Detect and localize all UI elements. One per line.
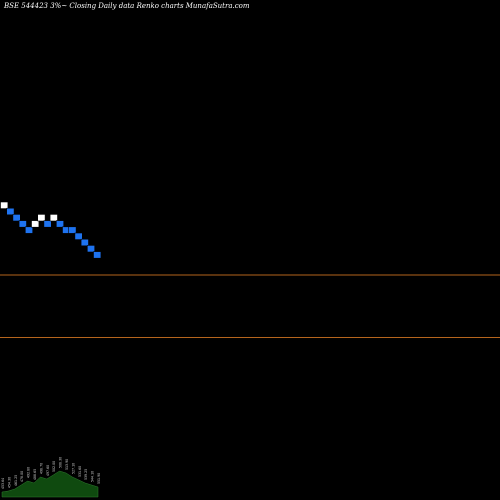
renko-brick-1 [6,207,15,216]
reference-lines [0,274,500,338]
volume-label-15: 551.90 [97,473,101,484]
volume-label-13: 539.25 [84,469,88,480]
renko-brick-4 [24,226,33,234]
volume-label-12: 531.60 [78,466,82,477]
volume-area [1,470,99,498]
renko-brick-7 [43,220,52,228]
volume-label-3: 478.00 [20,471,24,482]
volume-label-5: 488.65 [33,469,37,480]
volume-label-2: 461.25 [14,475,18,486]
renko-brick-5 [31,220,40,228]
renko-brick-11 [68,226,77,234]
volume-area-path [1,470,99,498]
renko-brick-2 [12,214,21,222]
chart-title: BSE 544423 3%~ Closing Daily data Renko … [4,2,250,10]
volume-labels: 453.64 454.30 461.25 478.00 492.80 488.65498.… [1,457,101,489]
volume-label-14: 544.10 [91,471,95,482]
renko-brick-12 [74,232,83,240]
volume-label-0: 453.64 [1,478,5,489]
renko-brick-3 [18,220,27,228]
volume-label-8: 502.00 [52,461,56,472]
volume-label-1: 454.30 [7,477,11,488]
renko-brick-14 [87,245,96,253]
volume-label-11: 527.10 [71,463,75,474]
volume-label-10: 513.90 [65,459,69,470]
renko-brick-13 [80,238,89,247]
renko-bricks [0,201,102,259]
volume-label-7: 497.60 [46,465,50,476]
renko-brick-9 [55,220,64,228]
renko-brick-6 [37,214,46,222]
volume-label-4: 492.80 [27,467,31,478]
renko-brick-8 [49,214,58,222]
renko-brick-15 [93,251,102,259]
renko-brick-0 [0,201,9,209]
volume-label-9: 508.30 [59,457,63,468]
volume-label-6: 498.70 [39,463,43,474]
